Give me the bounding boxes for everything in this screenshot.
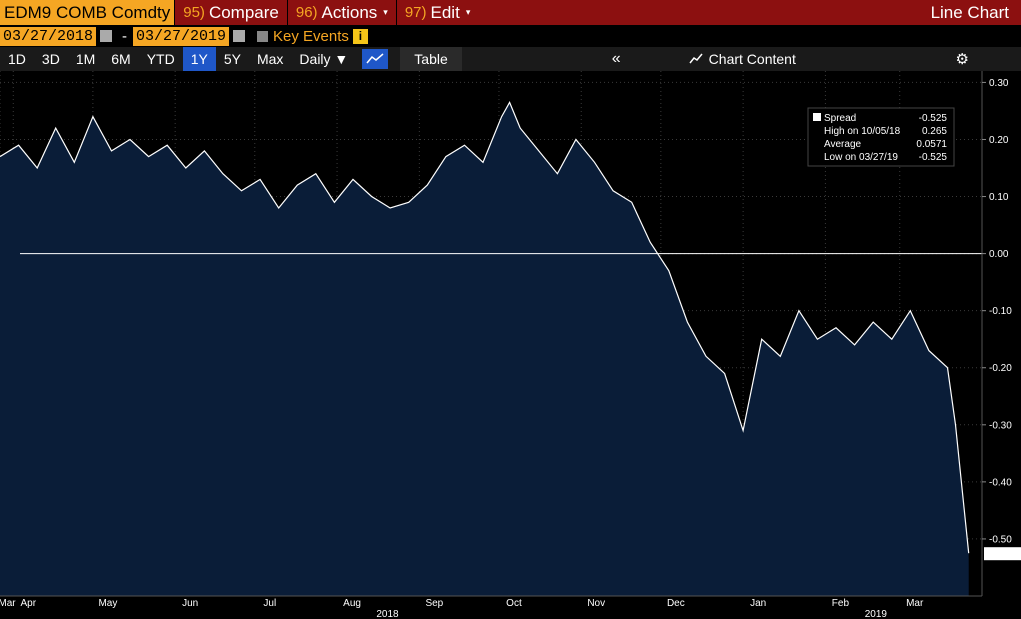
compare-menu[interactable]: 95) Compare <box>174 0 287 25</box>
legend-low-value: -0.525 <box>919 152 948 163</box>
edit-shortcut: 97) <box>404 4 427 21</box>
top-menu-bar: EDM9 COMB Comdty 95) Compare 96) Actions… <box>0 0 1021 25</box>
range-ytd-button[interactable]: YTD <box>146 51 175 67</box>
range-1m-button[interactable]: 1M <box>75 51 96 67</box>
x-tick-label-1: Apr <box>20 598 36 609</box>
legend-high-value: 0.265 <box>922 126 947 137</box>
x-year-label-0: 2018 <box>376 609 399 619</box>
range-1d-button[interactable]: 1D <box>8 51 26 67</box>
x-tick-label-5: Aug <box>343 598 361 609</box>
date-range-row: 03/27/2018 - 03/27/2019 Key Events i <box>0 25 1021 47</box>
y-tick-label-6: -0.30 <box>989 420 1012 431</box>
chart-content-label: Chart Content <box>708 51 796 67</box>
key-events-label[interactable]: Key Events <box>273 27 349 45</box>
legend[interactable]: Spread -0.525 High on 10/05/18 0.265 Ave… <box>807 107 955 167</box>
y-tick-label-8: -0.50 <box>989 534 1012 545</box>
line-chart-icon[interactable] <box>362 49 389 69</box>
spread-area-fill <box>0 102 969 597</box>
y-tick-label-4: -0.10 <box>989 306 1012 317</box>
range-6m-button[interactable]: 6M <box>111 51 131 67</box>
range-max-button[interactable]: Max <box>256 51 284 67</box>
x-tick-label-8: Nov <box>587 598 605 609</box>
security-ticker[interactable]: EDM9 COMB Comdty <box>0 0 175 25</box>
x-tick-label-11: Feb <box>832 598 850 609</box>
range-5y-button[interactable]: 5Y <box>223 51 241 67</box>
compare-shortcut: 95) <box>183 4 205 21</box>
key-events-checkbox[interactable] <box>257 30 269 42</box>
edit-label: Edit <box>430 2 460 22</box>
end-calendar-icon[interactable] <box>233 30 246 42</box>
info-icon[interactable]: i <box>352 28 368 44</box>
legend-average-value: 0.0571 <box>916 139 947 150</box>
actions-menu[interactable]: 96) Actions ▾ <box>286 0 396 25</box>
spread-line-chart[interactable]: 0.30 0.20 0.10 0.00 -0.10 -0.20 -0.30 -0.40 -0.5… <box>0 71 1021 619</box>
x-year-label-1: 2019 <box>865 609 888 619</box>
last-value-label: -0.525 <box>987 549 1016 560</box>
x-tick-label-2: May <box>98 598 117 609</box>
y-tick-label-0: 0.30 <box>989 78 1009 89</box>
collapse-icon[interactable]: « <box>611 50 621 67</box>
y-tick-label-3: 0.00 <box>989 249 1009 260</box>
start-date-input[interactable]: 03/27/2018 <box>0 26 97 46</box>
edit-caret-icon: ▾ <box>465 7 471 17</box>
x-tick-label-6: Sep <box>425 598 443 609</box>
legend-low-label: Low on 03/27/19 <box>824 152 898 163</box>
end-date-input[interactable]: 03/27/2019 <box>133 26 230 46</box>
view-title: Line Chart <box>930 2 1009 22</box>
legend-high-label: High on 10/05/18 <box>824 126 901 137</box>
y-tick-label-7: -0.40 <box>989 477 1012 488</box>
x-tick-label-12: Mar <box>906 598 924 609</box>
edit-menu[interactable]: 97) Edit ▾ <box>395 0 479 25</box>
spread-series-line <box>0 101 970 554</box>
actions-label: Actions <box>321 2 378 22</box>
last-value-box <box>984 547 1021 561</box>
x-tick-label-10: Jan <box>750 598 766 609</box>
last-value-marker: -0.525 <box>984 547 1021 561</box>
x-axis-ticks: Mar Apr May Jun Jul Aug Sep Oct Nov Dec Jan Feb Mar 2… <box>0 595 982 619</box>
chart-content-icon <box>689 52 703 67</box>
legend-spread-value: -0.525 <box>919 113 948 124</box>
date-separator: - <box>122 27 128 45</box>
range-1y-button[interactable]: 1Y <box>182 47 216 71</box>
y-axis-ticks: 0.30 0.20 0.10 0.00 -0.10 -0.20 -0.30 -0.40 -0.5… <box>982 78 1012 545</box>
start-calendar-icon[interactable] <box>100 30 113 42</box>
x-tick-label-0: Mar <box>0 598 16 609</box>
frequency-dropdown[interactable]: Daily ▼ <box>299 51 349 67</box>
table-button[interactable]: Table <box>400 47 462 71</box>
y-tick-label-5: -0.20 <box>989 363 1012 374</box>
x-tick-label-3: Jun <box>182 598 198 609</box>
actions-caret-icon: ▾ <box>383 7 388 17</box>
legend-spread-label: Spread <box>824 113 856 124</box>
x-tick-label-9: Dec <box>667 598 685 609</box>
x-tick-label-7: Oct <box>506 598 522 609</box>
range-3d-button[interactable]: 3D <box>41 51 60 67</box>
legend-box <box>807 107 955 167</box>
x-tick-label-4: Jul <box>263 598 276 609</box>
y-tick-label-1: 0.20 <box>989 135 1009 146</box>
compare-label: Compare <box>208 2 279 22</box>
legend-spread-swatch <box>813 113 821 121</box>
chart-toolbar: 1D 3D 1M 6M YTD 1Y 5Y Max Daily ▼ Table … <box>0 47 1021 71</box>
chart-content-button[interactable]: Chart Content <box>689 51 796 67</box>
y-tick-label-2: 0.10 <box>989 192 1009 203</box>
actions-shortcut: 96) <box>295 4 318 21</box>
legend-average-label: Average <box>824 139 862 150</box>
gear-icon[interactable]: ⚙ <box>955 51 969 68</box>
